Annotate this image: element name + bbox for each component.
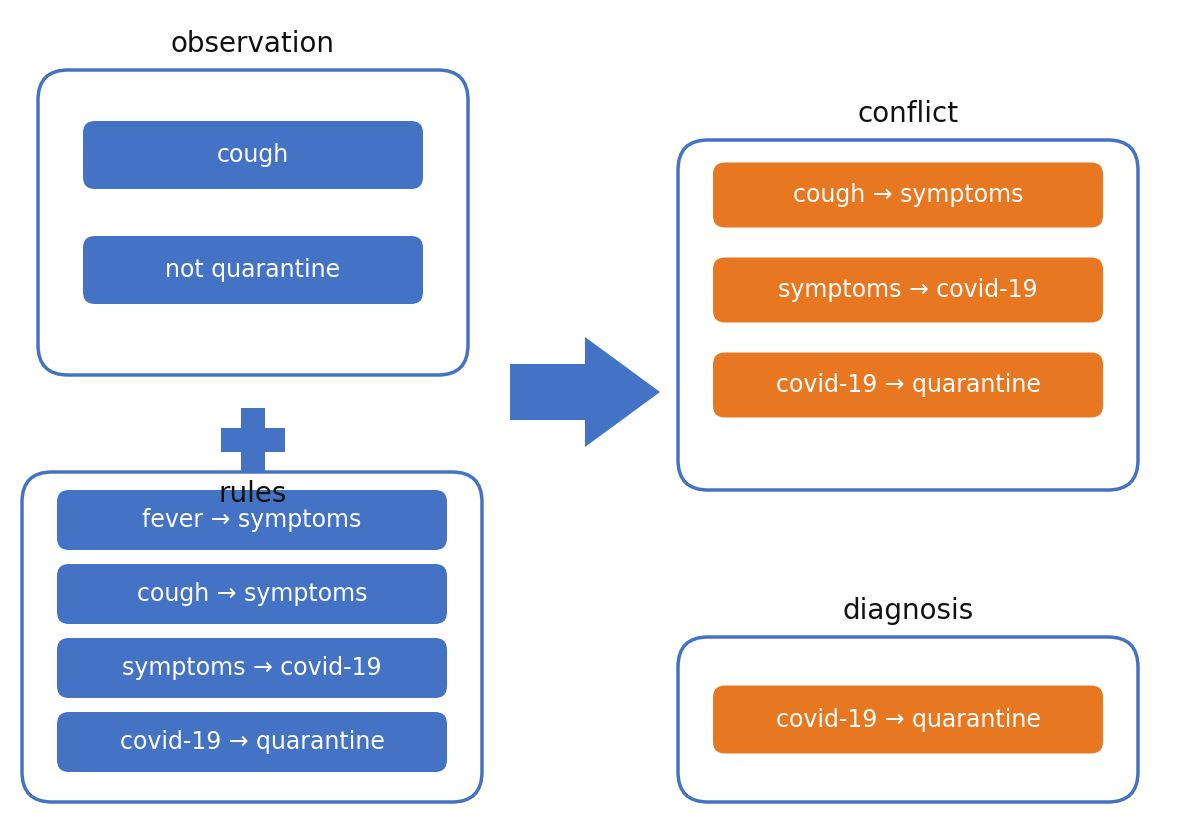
FancyBboxPatch shape (57, 564, 446, 624)
Text: covid-19 → quarantine: covid-19 → quarantine (775, 373, 1040, 397)
Text: covid-19 → quarantine: covid-19 → quarantine (775, 708, 1040, 732)
Text: conflict: conflict (858, 100, 959, 128)
Text: covid-19 → quarantine: covid-19 → quarantine (119, 730, 384, 754)
FancyBboxPatch shape (38, 70, 468, 375)
Text: cough: cough (217, 143, 289, 167)
Text: symptoms → covid-19: symptoms → covid-19 (779, 278, 1038, 302)
Text: cough → symptoms: cough → symptoms (137, 582, 368, 606)
FancyBboxPatch shape (679, 637, 1138, 802)
FancyBboxPatch shape (221, 428, 285, 452)
FancyBboxPatch shape (713, 353, 1103, 418)
Text: not quarantine: not quarantine (165, 258, 340, 282)
Text: fever → symptoms: fever → symptoms (143, 508, 362, 532)
FancyBboxPatch shape (22, 472, 482, 802)
FancyBboxPatch shape (57, 490, 446, 550)
Text: observation: observation (171, 30, 335, 58)
Text: cough → symptoms: cough → symptoms (793, 183, 1024, 207)
Text: diagnosis: diagnosis (842, 597, 974, 625)
FancyBboxPatch shape (713, 257, 1103, 322)
FancyBboxPatch shape (82, 236, 423, 304)
Text: rules: rules (219, 480, 287, 508)
FancyBboxPatch shape (679, 140, 1138, 490)
Text: symptoms → covid-19: symptoms → covid-19 (123, 656, 382, 680)
FancyBboxPatch shape (241, 408, 265, 472)
Polygon shape (510, 337, 660, 447)
FancyBboxPatch shape (713, 686, 1103, 754)
FancyBboxPatch shape (82, 121, 423, 189)
FancyBboxPatch shape (713, 163, 1103, 228)
FancyBboxPatch shape (57, 638, 446, 698)
FancyBboxPatch shape (57, 712, 446, 772)
